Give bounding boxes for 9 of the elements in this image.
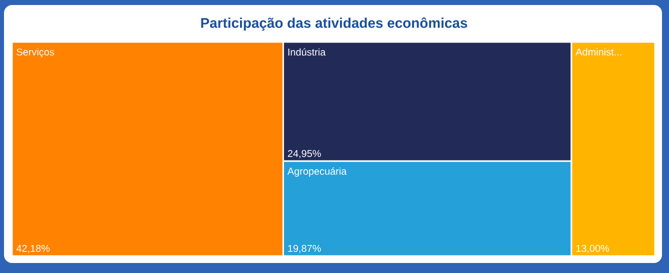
data-label: 13,00% [576,244,610,254]
category-label: Administ... [576,48,622,56]
data-label: 42,18% [16,244,50,254]
data-label: 24,95% [288,150,321,158]
category-label: Indústria [288,48,326,56]
data-label: 19,87% [288,244,321,254]
category-label: Agropecuária [287,167,347,177]
category-label: Serviços [16,48,54,58]
text: Participação das atividades econômicas [201,17,468,31]
